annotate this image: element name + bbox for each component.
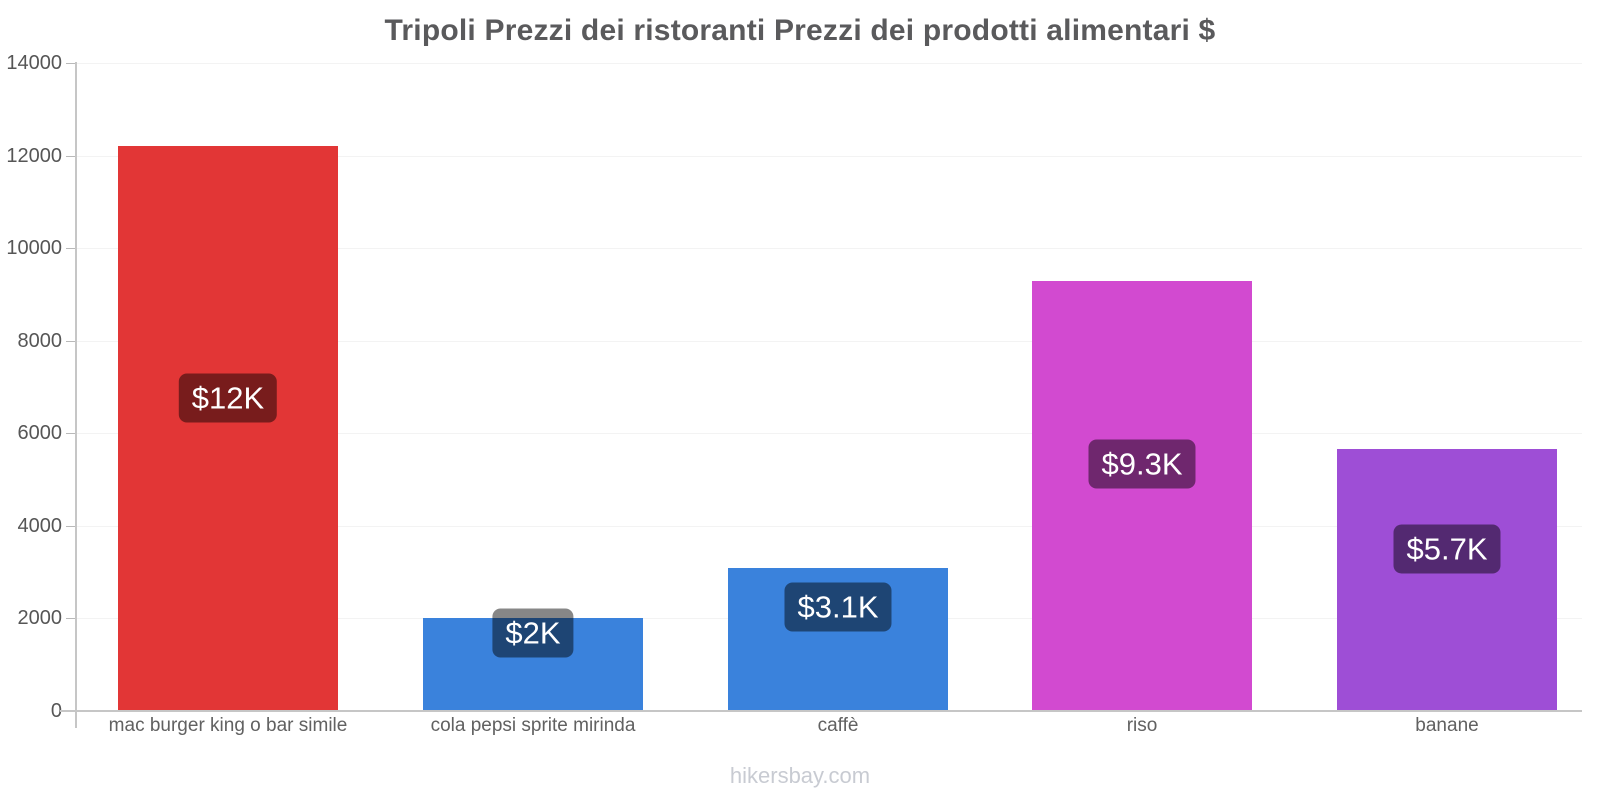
bar-2[interactable] xyxy=(423,618,643,711)
chart-title: Tripoli Prezzi dei ristoranti Prezzi dei… xyxy=(384,14,1216,47)
bar-4[interactable] xyxy=(1032,281,1252,711)
y-axis-line xyxy=(75,62,77,728)
gridline xyxy=(77,156,1582,157)
y-axis-tick xyxy=(66,341,76,342)
value-badge-5: $5.7K xyxy=(1393,524,1501,574)
y-axis-tick-label: 2000 xyxy=(17,607,63,629)
gridline xyxy=(77,248,1582,249)
watermark-hikersbay[interactable]: hikersbay.com xyxy=(729,763,871,788)
bar-5[interactable] xyxy=(1337,449,1557,711)
bar-1[interactable] xyxy=(118,146,338,711)
x-axis-label-5: banane xyxy=(1415,715,1479,736)
x-axis-label-3: caffè xyxy=(817,715,859,736)
gridline xyxy=(77,526,1582,527)
gridline xyxy=(77,341,1582,342)
y-axis-tick xyxy=(66,618,76,619)
y-axis-tick-label: 4000 xyxy=(17,515,63,537)
value-badge-1: $12K xyxy=(178,373,278,423)
y-axis-tick xyxy=(66,433,76,434)
y-axis-tick-label: 0 xyxy=(50,700,62,722)
gridline xyxy=(77,433,1582,434)
y-axis-tick xyxy=(66,526,76,527)
x-axis-line xyxy=(60,710,1582,712)
x-axis-label-4: riso xyxy=(1126,715,1158,736)
gridline xyxy=(77,63,1582,64)
y-axis-tick-label: 8000 xyxy=(17,330,63,352)
y-axis-tick-label: 10000 xyxy=(6,237,62,259)
x-axis-label-2: cola pepsi sprite mirinda xyxy=(430,715,636,736)
y-axis-tick-label: 14000 xyxy=(6,52,62,74)
y-axis-tick xyxy=(66,156,76,157)
bar-3[interactable] xyxy=(728,568,948,711)
x-axis-label-1: mac burger king o bar simile xyxy=(108,715,348,736)
y-axis-tick-label: 6000 xyxy=(17,422,63,444)
value-badge-4: $9.3K xyxy=(1088,439,1196,489)
value-badge-3: $3.1K xyxy=(784,582,892,632)
y-axis-tick-label: 12000 xyxy=(6,145,62,167)
value-badge-2: $2K xyxy=(492,608,574,658)
y-axis-tick xyxy=(66,248,76,249)
y-axis-tick xyxy=(66,63,76,64)
